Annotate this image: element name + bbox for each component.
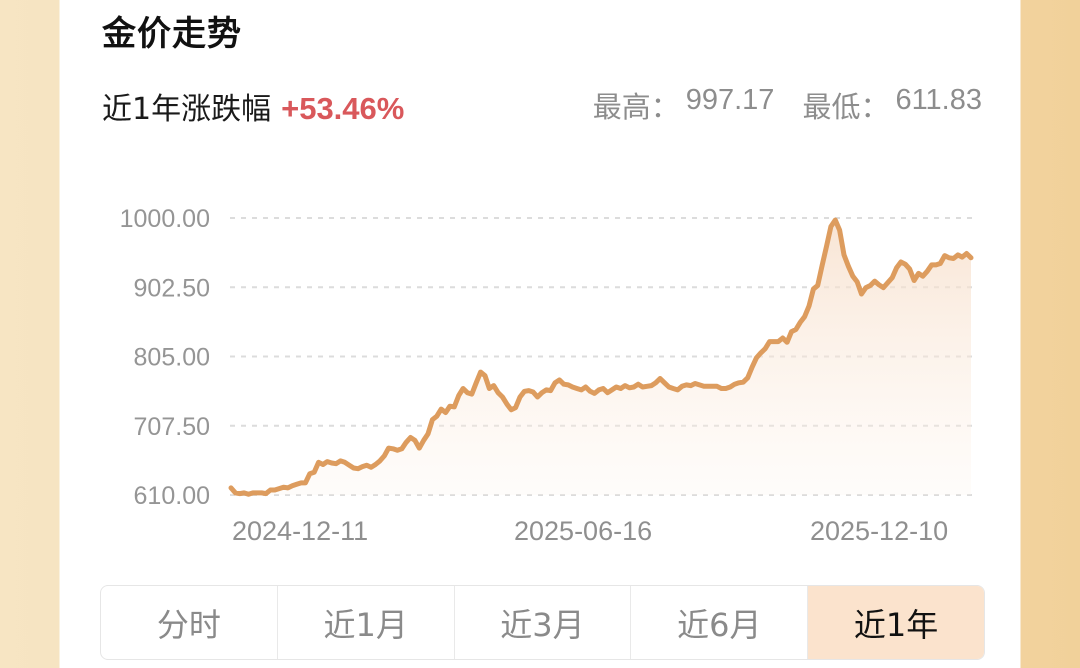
tab-label: 近1年: [853, 605, 939, 644]
price-area-fill: [231, 220, 971, 495]
change-summary: 近1年涨跌幅 +53.46%: [102, 84, 404, 128]
x-axis-labels: 2024-12-11 2025-06-16 2025-12-10: [232, 516, 948, 546]
tab-intraday[interactable]: 分时: [101, 586, 278, 659]
tab-label: 近1月: [323, 605, 408, 644]
price-line: [228, 217, 974, 497]
tab-label: 分时: [156, 605, 221, 644]
x-tick-label: 2025-12-10: [810, 516, 948, 546]
high-label: 最高：: [592, 90, 680, 124]
tab-1-year[interactable]: 近1年: [808, 586, 984, 659]
low-label: 最低：: [802, 90, 890, 124]
y-tick-label: 707.50: [134, 413, 210, 441]
tab-label: 近3月: [500, 605, 585, 644]
high-value: 997.17: [685, 84, 775, 116]
tab-1-month[interactable]: 近1月: [278, 586, 455, 659]
high-stat: 最高： 997.17: [593, 84, 775, 126]
y-tick-label: 902.50: [134, 274, 210, 302]
tab-label: 近6月: [677, 605, 762, 644]
low-stat: 最低： 611.83: [802, 84, 982, 126]
x-tick-label: 2025-06-16: [514, 516, 652, 546]
change-value: +53.46%: [281, 91, 405, 126]
tab-6-months[interactable]: 近6月: [631, 586, 809, 659]
x-tick-label: 2024-12-11: [232, 516, 368, 546]
y-tick-label: 610.00: [134, 482, 210, 510]
y-tick-label: 1000.00: [120, 205, 210, 233]
change-label: 近1年涨跌幅: [102, 92, 272, 127]
y-tick-label: 805.00: [134, 344, 210, 372]
low-value: 611.83: [895, 84, 982, 116]
time-range-tabs: 分时 近1月 近3月 近6月 近1年: [100, 585, 985, 660]
price-range-stats: 最高： 997.17 最低： 611.83: [593, 84, 982, 126]
page-title: 金价走势: [102, 14, 242, 54]
y-axis-labels: 1000.00 902.50 805.00 707.50 610.00: [120, 205, 210, 510]
tab-3-months[interactable]: 近3月: [455, 586, 632, 659]
price-chart[interactable]: 1000.00 902.50 805.00 707.50 610.00 2024-12-…: [0, 0, 1080, 560]
